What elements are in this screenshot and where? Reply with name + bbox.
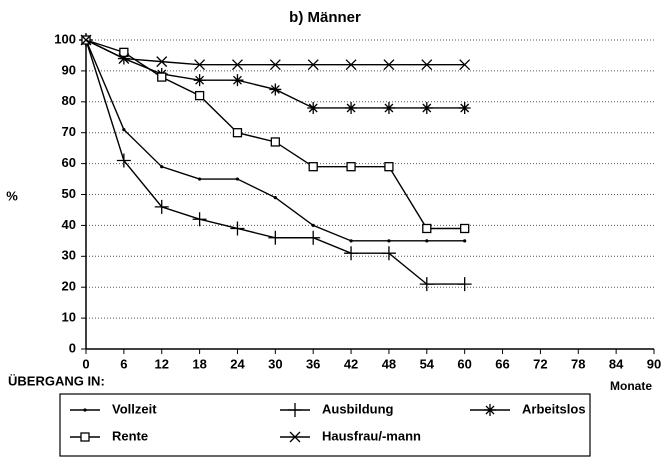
marker [118,53,130,64]
marker [235,177,240,181]
marker [154,199,169,214]
x-tick-label: 12 [154,356,168,371]
marker [345,101,358,114]
marker [306,230,321,245]
marker [307,59,319,71]
x-tick-label: 78 [571,356,585,371]
x-tick-label: 54 [420,356,435,371]
x-tick-label: 60 [457,356,471,371]
marker [387,239,391,243]
y-tick-label: 100 [54,31,76,46]
marker [344,246,359,261]
marker [289,431,301,443]
marker [80,34,92,46]
marker [273,195,277,200]
marker [459,59,471,71]
marker [420,101,433,114]
x-tick-label: 66 [495,356,509,371]
x-tick-label: 84 [609,356,624,371]
x-tick-label: 0 [82,356,89,371]
marker [457,277,472,292]
marker [288,403,302,417]
marker [384,162,394,172]
marker [425,239,429,243]
y-tick-label: 90 [62,62,76,77]
marker [383,59,395,71]
x-tick-label: 72 [533,356,547,371]
x-tick-label: 6 [120,356,127,371]
legend-label: Vollzeit [112,401,157,416]
marker [194,90,205,101]
legend-label: Ausbildung [322,401,394,416]
x-tick-label: 24 [230,356,245,371]
series-line [85,39,465,66]
x-axis-label: Monate [610,379,652,393]
x-tick-label: 42 [344,356,358,371]
y-tick-label: 50 [62,186,76,201]
chart-title: b) Männer [289,9,361,26]
y-tick-label: 30 [62,248,76,263]
marker [311,223,315,227]
y-tick-label: 70 [62,124,76,139]
x-tick-label: 18 [192,356,206,371]
marker [382,101,395,114]
marker [308,162,318,172]
marker [160,165,164,169]
marker [269,59,281,71]
marker [346,162,356,172]
y-tick-label: 0 [69,340,76,355]
y-tick-label: 10 [62,310,76,325]
marker [269,83,282,96]
marker [231,74,244,87]
marker [156,56,168,68]
marker [421,59,433,71]
marker [230,221,245,236]
series-line [85,39,465,109]
marker [463,239,467,243]
y-tick-label: 60 [62,155,76,170]
y-tick-label: 80 [62,93,76,108]
x-tick-label: 48 [382,356,396,371]
legend-box [59,393,591,457]
legend-label: Hausfrau/-mann [322,428,421,443]
legend-label: Rente [112,428,148,443]
y-tick-label: 40 [62,217,76,232]
x-tick-label: 30 [268,356,282,371]
marker [268,230,283,245]
series-line [85,39,465,285]
marker [349,239,353,243]
x-tick-label: 36 [306,356,320,371]
y-axis-label: % [6,188,18,203]
marker [484,404,496,416]
marker [193,74,206,87]
marker [80,432,90,442]
marker [419,277,434,292]
marker [198,177,202,181]
marker [422,223,432,234]
x-tick-label: 90 [647,356,661,371]
marker [119,47,129,58]
marker [307,101,320,114]
marker [381,246,396,261]
marker [345,59,357,71]
marker [270,137,280,147]
marker [194,59,206,71]
marker [83,408,87,412]
y-tick-label: 20 [62,279,76,294]
marker [157,72,167,82]
marker [232,59,243,71]
legend-title: ÜBERGANG IN: [8,373,105,388]
marker [192,212,207,227]
marker [460,223,470,234]
legend-label: Arbeitslos [522,401,586,416]
marker [458,101,471,114]
marker [116,153,131,168]
marker [122,128,126,132]
marker [232,128,243,138]
series-line [85,39,465,230]
